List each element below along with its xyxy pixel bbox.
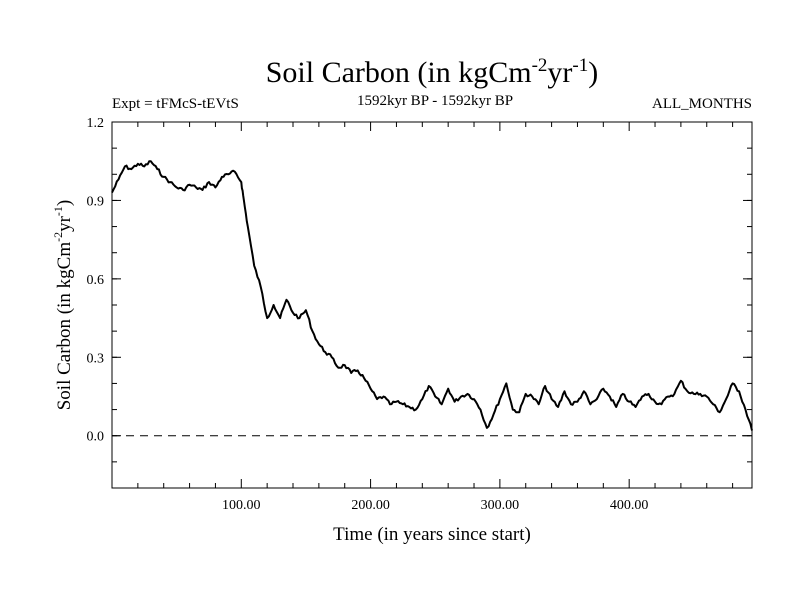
plot-area	[111, 121, 753, 489]
axis-ticks: 0.0 0.3 0.6 0.9 1.2 100.00 200.00 300.00 400.00	[87, 116, 752, 513]
y-tick-label: 1.2	[87, 116, 105, 131]
x-axis-label: Time (in years since start)	[333, 524, 531, 545]
x-tick-label: 100.00	[222, 498, 261, 513]
period-label: 1592kyr BP - 1592kyr BP	[357, 93, 513, 109]
y-axis-label: Soil Carbon (in kgCm-2yr-1)	[51, 200, 75, 411]
y-tick-label: 0.6	[87, 273, 105, 288]
x-tick-label: 300.00	[481, 498, 520, 513]
y-tick-label: 0.0	[87, 430, 105, 445]
months-label: ALL_MONTHS	[652, 96, 752, 112]
y-tick-label: 0.9	[87, 194, 105, 209]
x-tick-label: 200.00	[351, 498, 390, 513]
experiment-label: Expt = tFMcS-tEVtS	[112, 96, 239, 112]
y-tick-label: 0.3	[87, 351, 105, 366]
chart-title: Soil Carbon (in kgCm-2yr-1)	[266, 55, 599, 89]
soil-carbon-series-line	[111, 160, 753, 431]
x-tick-label: 400.00	[610, 498, 649, 513]
